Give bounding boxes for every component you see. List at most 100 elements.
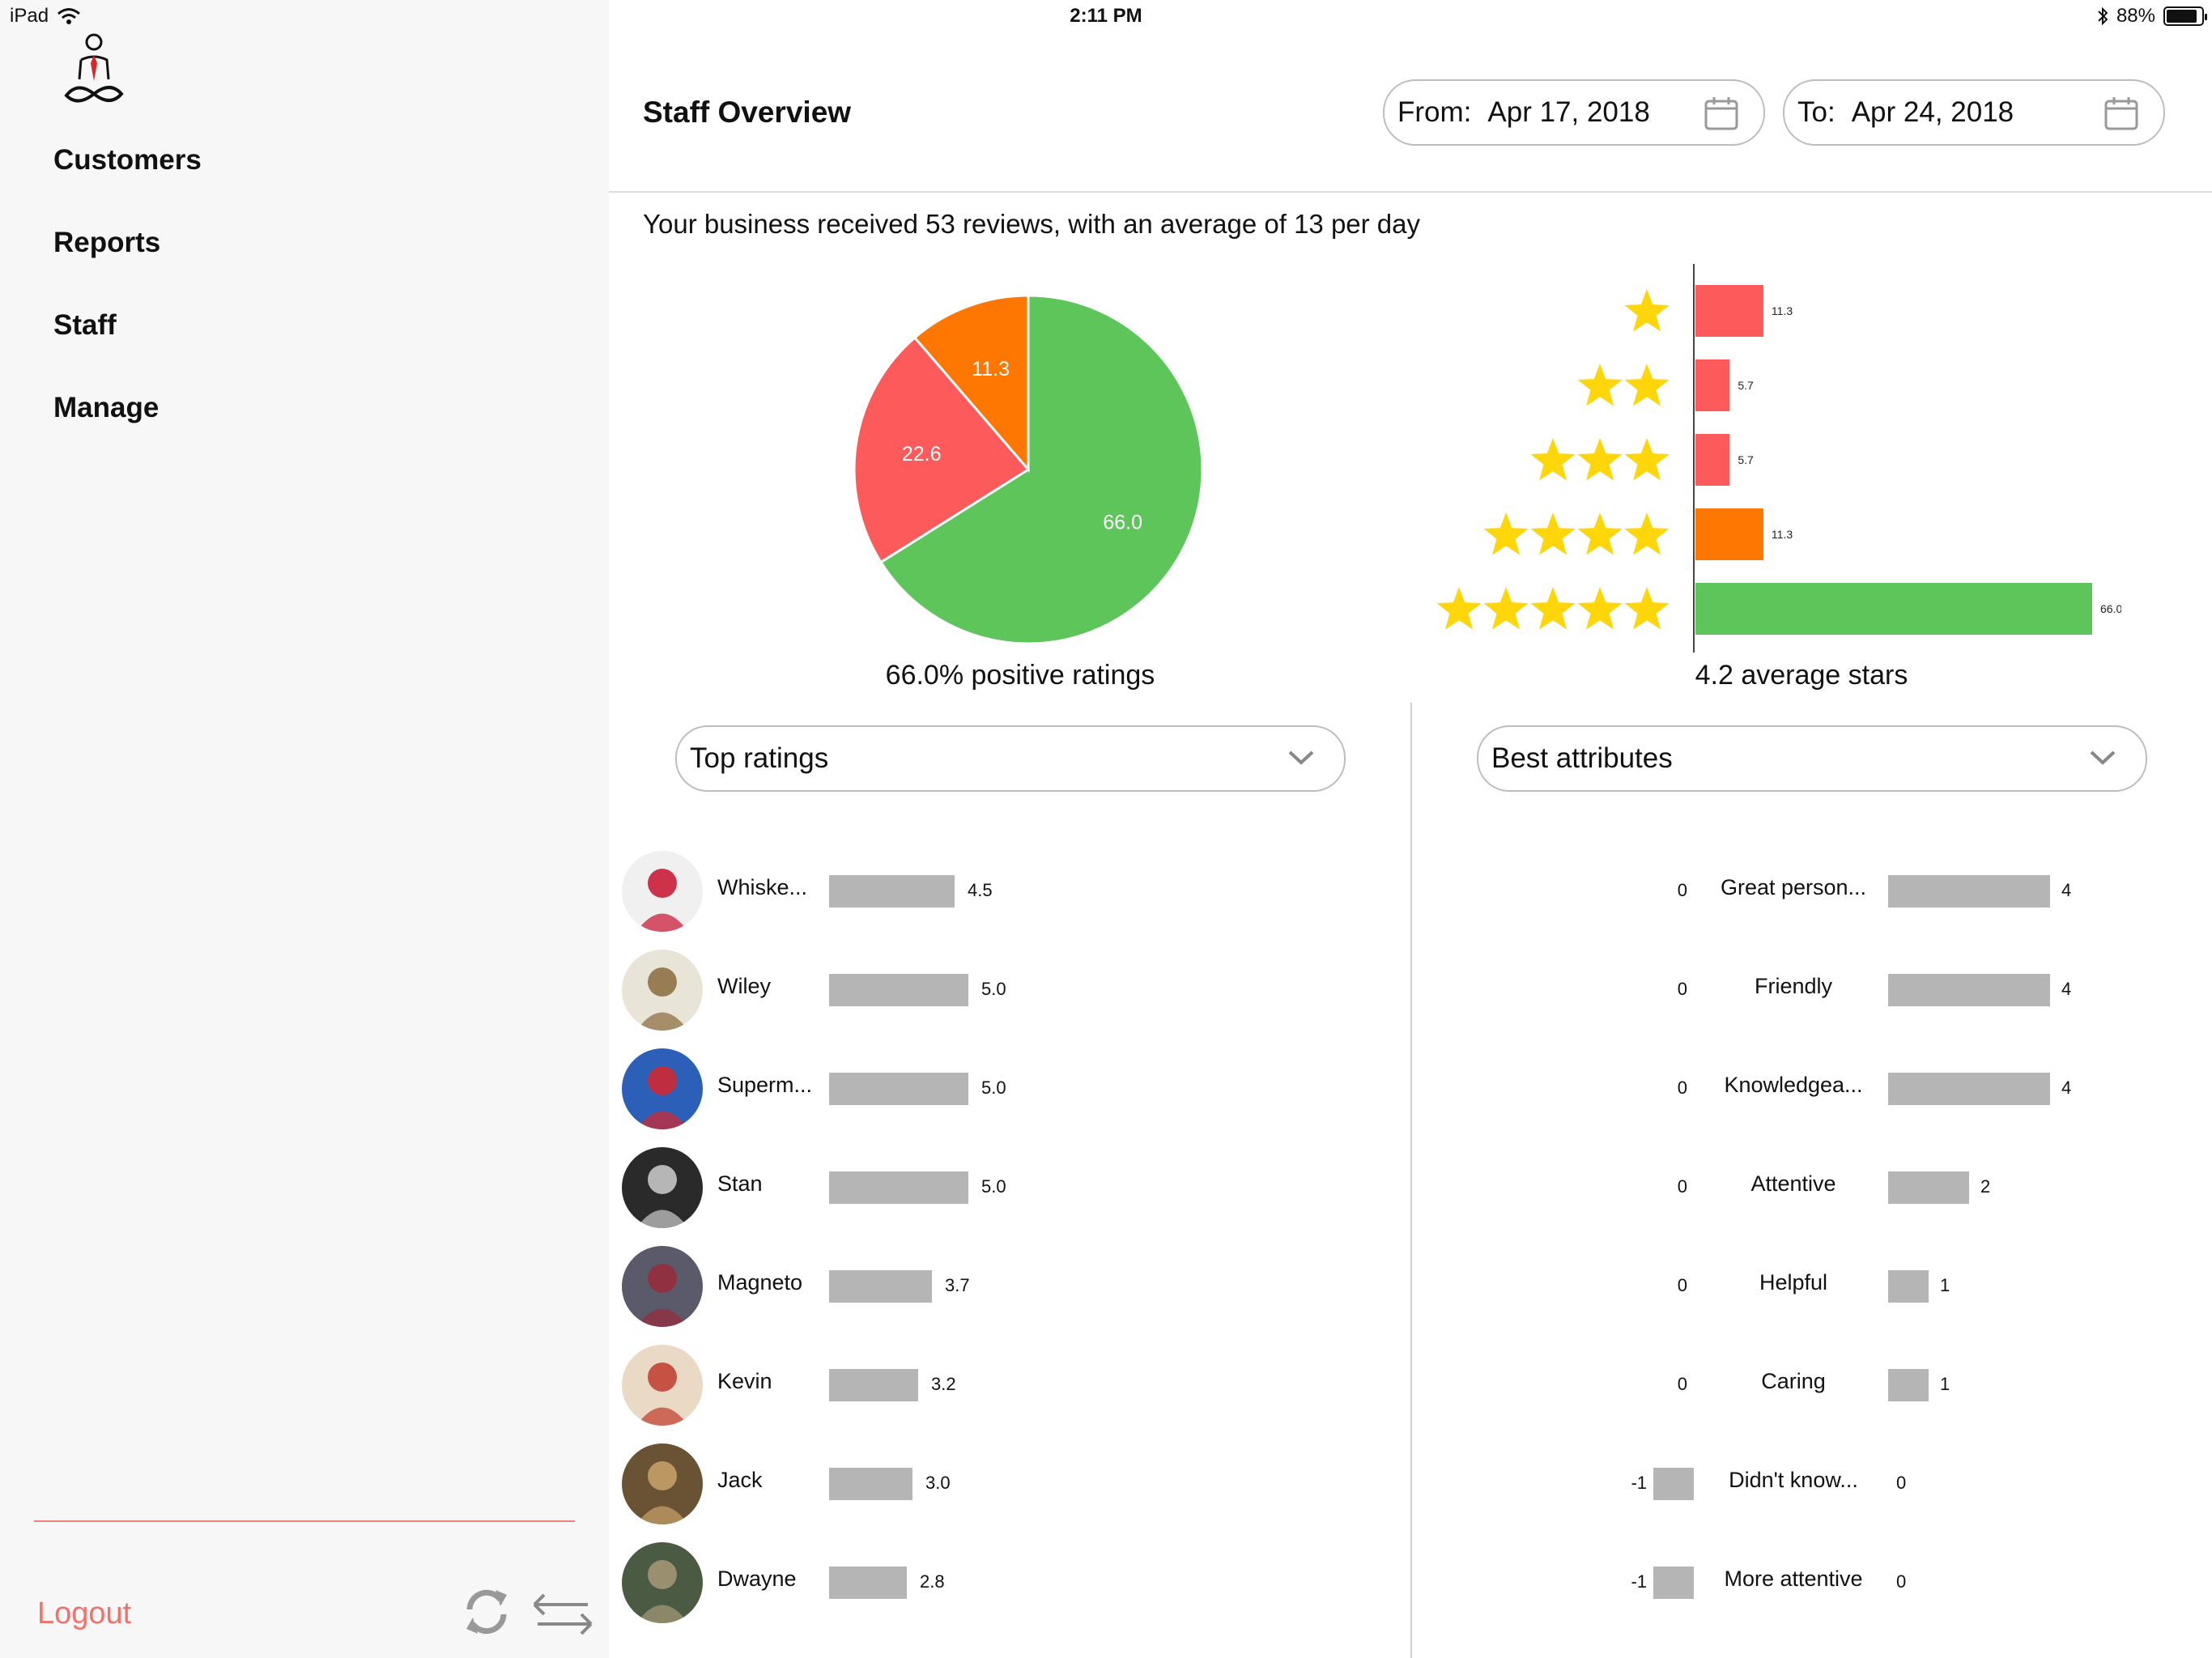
bluetooth-icon [2098,6,2108,26]
star-icon [1436,587,1482,630]
star-icon [1530,438,1576,481]
star-bar-label: 5.7 [1738,379,1754,392]
logout-button[interactable]: Logout [37,1596,132,1630]
star-icon [1624,438,1670,481]
attribute-positive-bar [1888,1270,1929,1303]
attribute-row[interactable]: 0 Attentive 2 [1425,1147,2154,1228]
staff-row[interactable]: Magneto 3.7 [622,1246,1351,1327]
bar-caption: 4.2 average stars [1695,660,1908,691]
attribute-positive-bar [1888,974,2050,1006]
attribute-name: Caring [1761,1369,1826,1393]
attribute-negative-bar [1653,1468,1694,1500]
pie-caption: 66.0% positive ratings [885,660,1155,691]
column-divider [1410,703,1412,1658]
top-ratings-select[interactable]: Top ratings [675,725,1346,792]
attribute-row[interactable]: 0 Knowledgea... 4 [1425,1048,2154,1129]
best-attributes-select-value: Best attributes [1491,742,1673,774]
from-label: From: [1397,96,1472,128]
attribute-negative-count: -1 [1631,1473,1647,1493]
jack-avatar-icon [622,1443,703,1524]
ratings-pie-chart: 66.0 22.6 11.3 [853,294,1204,645]
staff-rating-value: 2.8 [920,1571,945,1592]
star-icon [1577,363,1623,406]
star-icon [1483,512,1529,555]
pie-slice-label: 66.0 [1103,511,1142,534]
star-icon [1577,587,1623,630]
star-icon [1624,587,1670,630]
swap-arrows-icon[interactable] [531,1592,594,1637]
attribute-positive-bar [1888,1073,2050,1105]
staff-row[interactable]: Kevin 3.2 [622,1345,1351,1426]
chevron-down-icon [2090,750,2116,765]
star-icon [1624,512,1670,555]
from-date-value: Apr 17, 2018 [1487,96,1650,128]
sidebar-item-reports[interactable]: Reports [53,227,161,258]
top-ratings-select-value: Top ratings [690,742,829,774]
star-icon [1530,587,1576,630]
staff-name: Superm... [717,1073,813,1097]
star-icon [1624,363,1670,406]
star-bar [1695,508,1763,560]
dwayne-avatar-icon [622,1542,703,1623]
staff-rating-bar [829,1567,907,1599]
battery-level [2167,10,2197,23]
wifi-icon [57,8,81,24]
attribute-name: Helpful [1759,1270,1828,1295]
staff-row[interactable]: Superm... 5.0 [622,1048,1351,1129]
staff-rating-value: 5.0 [981,979,1006,999]
staff-rating-value: 5.0 [981,1176,1006,1197]
pie-slice-label: 11.3 [972,358,1010,380]
sidebar-item-customers[interactable]: Customers [53,144,202,176]
tenderness-logo-avatar-icon [622,851,703,932]
staff-rating-bar [829,1468,912,1500]
attribute-row[interactable]: 0 Caring 1 [1425,1345,2154,1426]
staff-row[interactable]: Wiley 5.0 [622,950,1351,1031]
sidebar-item-staff[interactable]: Staff [53,309,117,341]
star-bar-label: 11.3 [1772,528,1793,541]
attribute-row[interactable]: 0 Helpful 1 [1425,1246,2154,1327]
app-logo-icon [64,33,124,103]
star-bar [1695,434,1730,486]
attribute-name: Great person... [1720,875,1867,899]
staff-avatar [622,1246,703,1327]
staff-rating-bar [829,974,968,1006]
header: Staff Overview From: Apr 17, 2018 To: Ap… [609,0,2212,193]
attribute-row[interactable]: -1 Didn't know... 0 [1425,1443,2154,1524]
star-icon [1577,512,1623,555]
to-date-picker[interactable]: To: Apr 24, 2018 [1783,79,2165,146]
sidebar-item-manage[interactable]: Manage [53,392,160,423]
staff-rating-bar [829,875,955,908]
attribute-negative-count: 0 [1677,979,1687,999]
status-bar: iPad 2:11 PM 88% [0,0,2212,36]
staff-avatar [622,1048,703,1129]
attribute-negative-count: 0 [1677,1078,1687,1098]
page-title: Staff Overview [643,96,852,129]
sidebar: Customers Reports Staff Manage Logout [0,0,609,1658]
attribute-row[interactable]: 0 Great person... 4 [1425,851,2154,932]
staff-name: Magneto [717,1270,803,1295]
refresh-icon[interactable] [460,1585,513,1639]
staff-row[interactable]: Jack 3.0 [622,1443,1351,1524]
calendar-icon [1704,97,1738,130]
attribute-name: More attentive [1724,1567,1863,1591]
attribute-positive-bar [1888,875,2050,908]
kevin-avatar-icon [622,1345,703,1426]
attribute-positive-bar [1888,1171,1969,1204]
from-date-picker[interactable]: From: Apr 17, 2018 [1383,79,1765,146]
best-attributes-select[interactable]: Best attributes [1477,725,2147,792]
attribute-row[interactable]: -1 More attentive 0 [1425,1542,2154,1623]
staff-row[interactable]: Stan 5.0 [622,1147,1351,1228]
coyote-avatar-icon [622,950,703,1031]
attribute-positive-count: 0 [1896,1473,1907,1493]
pie-slice-label: 22.6 [902,443,942,466]
staff-row[interactable]: Dwayne 2.8 [622,1542,1351,1623]
device-name: iPad [10,5,49,27]
attribute-positive-bar [1888,1369,1929,1401]
staff-rating-bar [829,1270,932,1303]
star-bar-label: 11.3 [1772,304,1793,317]
attribute-positive-count: 4 [2061,880,2072,900]
staff-row[interactable]: Whiske... 4.5 [622,851,1351,932]
attribute-positive-count: 1 [1940,1374,1950,1394]
star-bar-label: 5.7 [1738,453,1754,466]
attribute-row[interactable]: 0 Friendly 4 [1425,950,2154,1031]
